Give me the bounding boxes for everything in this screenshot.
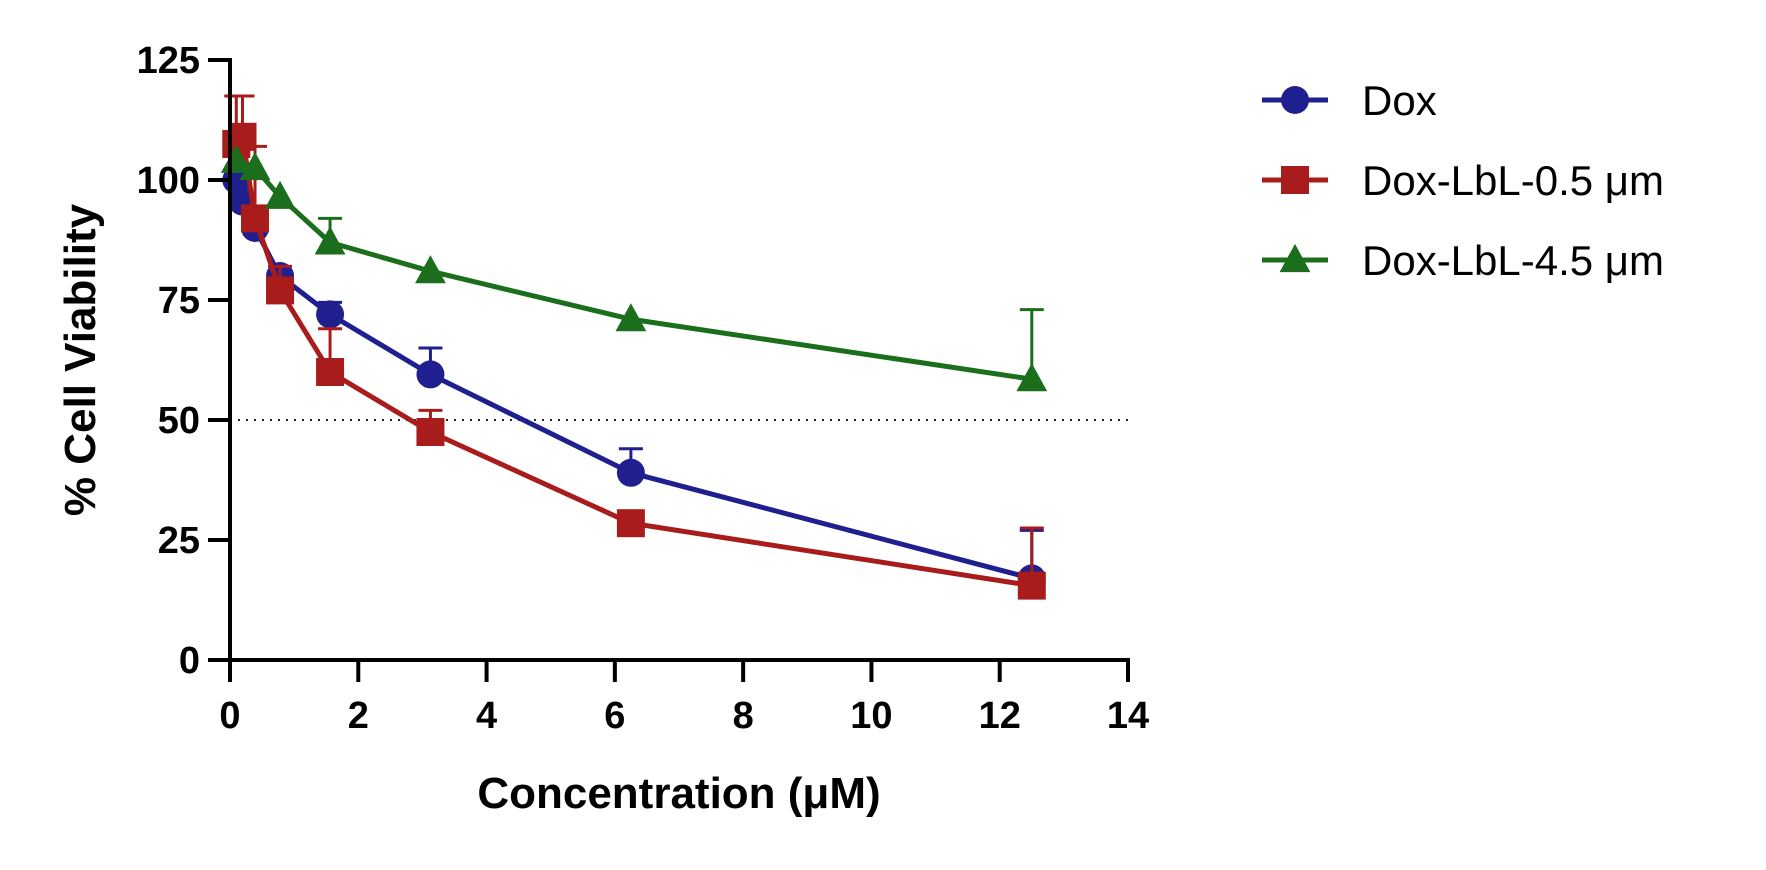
y-tick-label: 50 [158,400,200,442]
data-point [266,276,295,305]
series-line [235,158,1033,382]
data-point [314,226,346,255]
series-layer [220,94,1048,600]
legend-label: Dox [1362,77,1437,124]
legend-label: Dox-LbL-4.5 μm [1362,237,1664,284]
x-tick-label: 4 [476,695,497,737]
data-point [228,122,257,151]
data-point [416,418,445,446]
legend-item: Dox [1262,77,1437,124]
axes-layer: 0 25 50 75 100 125 0 2 4 6 8 10 12 14 [137,40,1150,737]
x-tick-label: 0 [219,695,240,737]
x-tick-label: 8 [733,695,754,737]
y-tick-label: 125 [137,40,200,82]
data-point [416,360,445,389]
data-point [616,458,645,487]
y-axis-title: % Cell Viability [56,203,105,516]
data-point [615,303,647,332]
legend-marker [1279,243,1311,273]
legend-item: Dox-LbL-0.5 μm [1262,157,1664,204]
x-tick-label: 2 [348,695,369,737]
x-axis-title: Concentration (μM) [477,769,880,818]
legend-item: Dox-LbL-4.5 μm [1262,237,1664,284]
data-point [316,300,345,329]
legend-label: Dox-LbL-0.5 μm [1362,157,1664,204]
x-tick-label: 10 [850,695,892,737]
series-2 [220,144,1048,392]
data-point [316,358,345,386]
data-point [264,180,296,209]
y-tick-label: 0 [179,640,200,682]
data-point [1017,571,1046,600]
y-tick-label: 25 [158,520,200,562]
y-tick-label: 75 [158,280,200,322]
data-point [239,151,271,181]
x-tick-label: 14 [1107,695,1149,737]
legend-marker [1281,166,1309,194]
x-tick-label: 6 [604,695,625,737]
data-point [1016,363,1048,392]
data-point [415,255,446,284]
data-point [616,509,645,538]
x-tick-label: 12 [979,695,1021,737]
series-1 [222,94,1046,600]
data-point [241,204,270,233]
legend-marker [1281,86,1309,114]
y-tick-label: 100 [137,160,200,202]
legend: Dox Dox-LbL-0.5 μm Dox-LbL-4.5 μm [1262,77,1664,284]
